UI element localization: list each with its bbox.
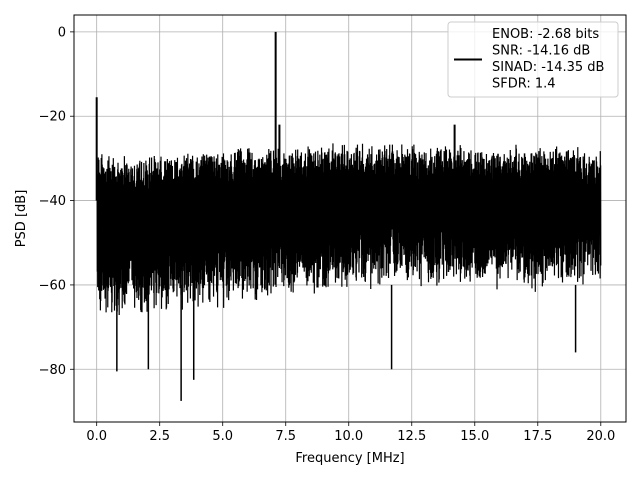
y-tick-label: 0 bbox=[58, 25, 66, 40]
x-tick-label: 10.0 bbox=[334, 429, 363, 444]
x-tick-label: 2.5 bbox=[149, 429, 170, 444]
x-tick-label: 20.0 bbox=[586, 429, 615, 444]
x-tick-label: 5.0 bbox=[212, 429, 233, 444]
y-tick-label: −60 bbox=[39, 278, 66, 293]
legend-sfdr: SFDR: 1.4 bbox=[492, 77, 556, 92]
x-tick-label: 7.5 bbox=[275, 429, 296, 444]
y-tick-label: −20 bbox=[39, 110, 66, 125]
legend-snr: SNR: -14.16 dB bbox=[492, 44, 590, 59]
y-axis-label: PSD [dB] bbox=[14, 190, 29, 248]
legend-box bbox=[447, 21, 619, 98]
x-axis-label: Frequency [MHz] bbox=[295, 451, 404, 466]
x-tick-label: 15.0 bbox=[460, 429, 489, 444]
x-tick-label: 12.5 bbox=[397, 429, 426, 444]
legend-enob: ENOB: -2.68 bits bbox=[492, 27, 599, 42]
legend-sinad: SINAD: -14.35 dB bbox=[492, 60, 604, 75]
x-tick-label: 17.5 bbox=[523, 429, 552, 444]
y-tick-label: −40 bbox=[39, 194, 66, 209]
ticks: 0.0 2.5 5.0 7.5 10.0 12.5 15.0 17.5 20.0 0 −20 −40 −… bbox=[39, 25, 616, 444]
x-tick-label: 0.0 bbox=[86, 429, 107, 444]
plot-area bbox=[95, 31, 602, 401]
legend: ENOB: -2.68 bits SNR: -14.16 dB SINAD: -… bbox=[447, 21, 619, 98]
y-tick-label: −80 bbox=[39, 363, 66, 378]
axes-frame bbox=[73, 14, 627, 423]
